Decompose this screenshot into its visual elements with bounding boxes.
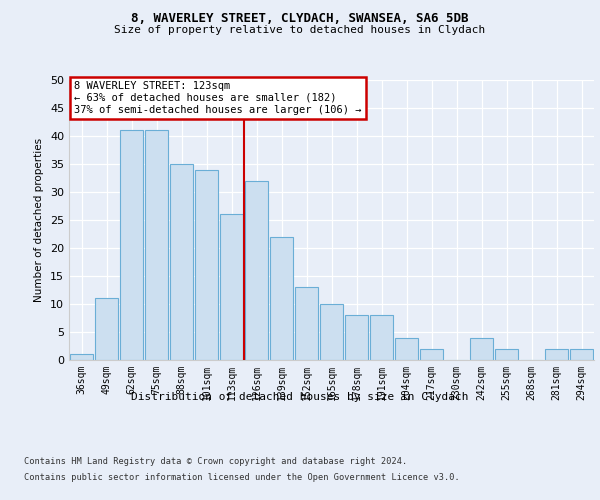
- Bar: [570, 349, 593, 360]
- Bar: [245, 181, 268, 360]
- Bar: [195, 170, 218, 360]
- Bar: [470, 338, 493, 360]
- Bar: [95, 298, 118, 360]
- Bar: [420, 349, 443, 360]
- Bar: [170, 164, 193, 360]
- Text: Contains public sector information licensed under the Open Government Licence v3: Contains public sector information licen…: [24, 472, 460, 482]
- Bar: [70, 354, 93, 360]
- Text: Size of property relative to detached houses in Clydach: Size of property relative to detached ho…: [115, 25, 485, 35]
- Bar: [320, 304, 343, 360]
- Bar: [270, 237, 293, 360]
- Bar: [495, 349, 518, 360]
- Text: 8, WAVERLEY STREET, CLYDACH, SWANSEA, SA6 5DB: 8, WAVERLEY STREET, CLYDACH, SWANSEA, SA…: [131, 12, 469, 26]
- Text: 8 WAVERLEY STREET: 123sqm
← 63% of detached houses are smaller (182)
37% of semi: 8 WAVERLEY STREET: 123sqm ← 63% of detac…: [74, 82, 362, 114]
- Bar: [145, 130, 168, 360]
- Bar: [370, 315, 393, 360]
- Bar: [220, 214, 243, 360]
- Bar: [295, 287, 318, 360]
- Y-axis label: Number of detached properties: Number of detached properties: [34, 138, 44, 302]
- Text: Distribution of detached houses by size in Clydach: Distribution of detached houses by size …: [131, 392, 469, 402]
- Bar: [395, 338, 418, 360]
- Bar: [545, 349, 568, 360]
- Bar: [120, 130, 143, 360]
- Text: Contains HM Land Registry data © Crown copyright and database right 2024.: Contains HM Land Registry data © Crown c…: [24, 458, 407, 466]
- Bar: [345, 315, 368, 360]
